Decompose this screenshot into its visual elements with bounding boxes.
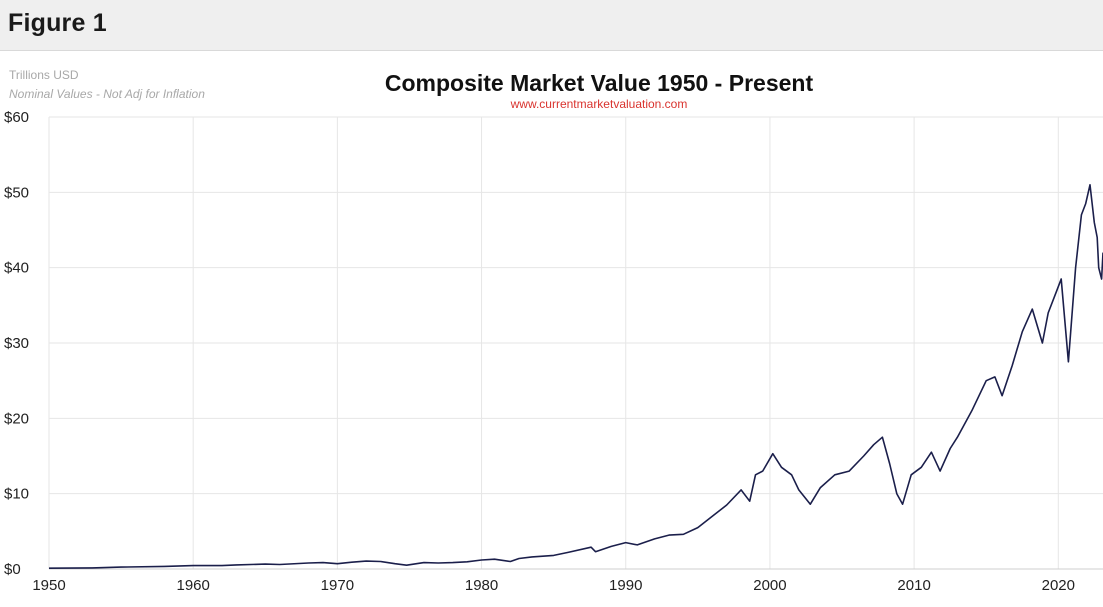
chart-subtitle: www.currentmarketvaluation.com: [510, 97, 688, 111]
x-tick-label: 2010: [897, 577, 930, 594]
y-tick-label: $50: [4, 184, 29, 201]
x-tick-label: 1990: [609, 577, 642, 594]
unit-label: Trillions USD: [9, 68, 79, 82]
grid-lines: [48, 116, 1103, 570]
x-tick-label: 1970: [321, 577, 354, 594]
chart-container: Trillions USD Nominal Values - Not Adj f…: [0, 51, 1103, 607]
y-tick-label: $20: [4, 410, 29, 427]
x-tick-label: 2000: [753, 577, 786, 594]
series-layer: [48, 184, 1103, 569]
x-tick-label: 1980: [465, 577, 498, 594]
y-tick-label: $10: [4, 486, 29, 503]
y-tick-label: $60: [4, 109, 29, 126]
x-tick-label: 1950: [32, 577, 65, 594]
inflation-note: Nominal Values - Not Adj for Inflation: [9, 87, 205, 101]
market-value-line: [48, 184, 1103, 569]
chart-title: Composite Market Value 1950 - Present: [384, 70, 814, 96]
y-axis-ticks: $0 $10 $20 $30 $40 $50 $60: [4, 109, 29, 578]
y-tick-label: $30: [4, 335, 29, 352]
figure-header: Figure 1: [0, 0, 1103, 51]
x-axis-ticks: 1950 1960 1970 1980 1990 2000 2010 2020: [32, 577, 1075, 594]
x-tick-label: 1960: [176, 577, 209, 594]
line-chart: $0 $10 $20 $30 $40 $50 $60 1950 1960 1970 1980 199…: [4, 109, 1103, 594]
figure-label: Figure 1: [8, 9, 107, 37]
y-tick-label: $40: [4, 260, 29, 277]
x-tick-label: 2020: [1042, 577, 1075, 594]
y-tick-label: $0: [4, 561, 21, 578]
